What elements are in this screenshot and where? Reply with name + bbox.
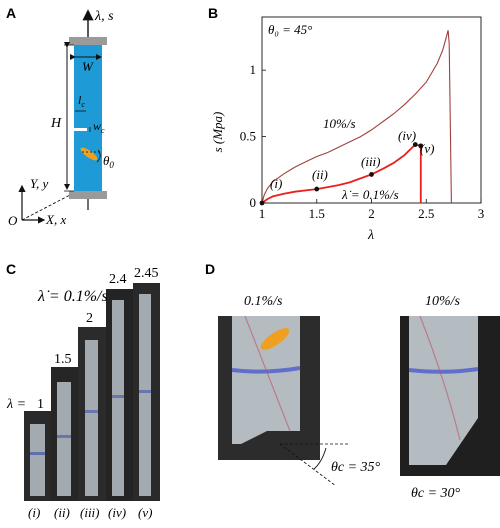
left-angle-label: θc = 35° [331,460,381,475]
y-tick-label: 0.5 [240,129,256,144]
point-label-v: (v) [420,141,434,156]
panel-a-letter: A [6,5,16,21]
data-point-marker [412,142,418,147]
stretch-label-1-5: 1.5 [54,352,72,367]
specimen-v-mark [139,390,151,393]
panel-a: A λ, s W H lc wc θ0 Y, [6,5,114,228]
stretch-label-2-45: 2.45 [134,266,159,281]
specimen-ii [57,382,71,496]
roman-label-iii: (iii) [80,505,100,520]
label-x-x: X, x [45,212,66,227]
right-rate-label: 10%/s [425,294,461,309]
specimen-v [139,294,151,496]
angle-fracture-line [279,443,337,487]
left-rate-label: 0.1%/s [244,294,283,309]
panel-c-letter: C [6,261,16,277]
left-red-line [244,315,291,432]
series-line-fast [261,30,452,204]
roman-label-i: (i) [28,505,40,520]
bottom-clamp [69,191,107,199]
lambda-prefix: λ = [6,397,26,412]
origin-dashed-line [21,194,71,221]
axis-lambda-s-label: λ, s [94,9,114,24]
rate-label: λ̇ = 0.1%/s [37,288,108,305]
x-tick-label: 3 [478,206,485,221]
roman-label-v: (v) [138,505,152,520]
y-axis-title: s (Mpa) [210,112,225,153]
specimen-iii [85,340,98,496]
x-axis-title: λ [367,228,374,243]
label-w: W [82,59,94,74]
top-clamp [69,37,107,45]
panel-c: C λ̇ = 0.1%/s λ = 1 1.5 2 2.4 2.45 (i) (… [6,261,160,520]
right-angle-label: θc = 30° [411,486,461,501]
angle-arc [313,447,327,470]
right-red-line [419,315,461,441]
fracture-specimen-right [409,316,478,465]
label-h: H [50,116,62,131]
specimen-i-mark [30,452,45,455]
data-point-marker [314,186,320,192]
stretch-label-1: 1 [37,397,44,412]
left-blue-line [231,366,301,374]
label-y-y: Y, y [30,176,49,191]
panel-b-letter: B [208,5,218,21]
inclined-crack [80,147,98,161]
fracture-specimen-left [232,316,300,444]
chart-b-plot: 1 1.5 2 2.5 3 0 0.5 1 [240,30,485,221]
specimen-iv-mark [112,395,124,398]
roman-label-iv: (iv) [108,505,126,520]
panel-d: D 0.1%/s 10%/s θc = 35° θc = 30° [205,261,500,501]
label-origin: O [8,213,18,228]
panel-b: B 1 1.5 2 2.5 3 0 0.5 1 θ₀ = 45° 10%/s λ̇ = 0.1… [208,5,484,243]
point-label-iv: (iv) [398,128,416,143]
label-wc: wc [93,119,105,135]
stretch-label-2: 2 [86,311,93,326]
crack-ellipse [260,328,290,350]
specimen-strip [74,45,102,191]
roman-label-ii: (ii) [54,505,70,520]
point-label-ii: (ii) [312,167,328,182]
label-lc: lc [78,93,85,109]
y-tick-label: 1 [250,62,257,77]
label-theta0: θ0 [103,153,114,170]
panel-d-letter: D [205,261,215,277]
y-tick-label: 0 [250,195,257,210]
specimen-i [30,424,45,496]
x-tick-label: 2 [368,206,375,221]
data-point-marker [418,143,424,149]
stretch-label-2-4: 2.4 [109,272,127,287]
specimen-ii-mark [57,435,71,438]
rate-fast-label: 10%/s [323,116,356,131]
theta-annotation: θ₀ = 45° [268,22,312,37]
series-line-slow [261,143,422,204]
theta0-arc [96,149,101,163]
x-tick-label: 1.5 [309,206,325,221]
data-point-marker [369,172,374,177]
data-point-marker [259,200,265,206]
right-blue-line [408,367,479,374]
point-label-i: (i) [270,176,282,191]
x-tick-label: 2.5 [418,206,434,221]
x-tick-label: 1 [259,206,266,221]
rate-slow-label: λ̇ = 0.1%/s [341,187,399,202]
edge-notch [74,128,87,131]
specimen-iii-mark [85,410,98,413]
point-label-iii: (iii) [361,154,381,169]
